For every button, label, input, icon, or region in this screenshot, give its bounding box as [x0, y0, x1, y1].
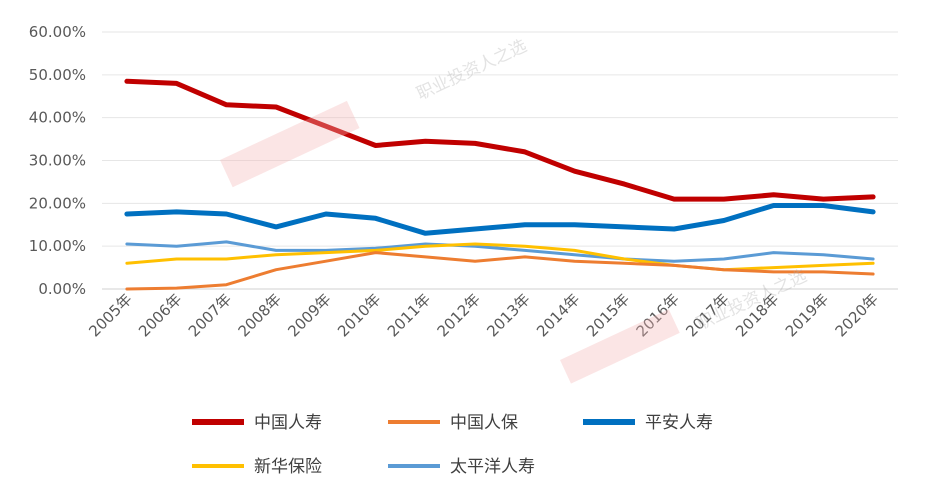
- series-line-0: [124, 78, 876, 202]
- legend-label: 中国人保: [450, 413, 518, 433]
- legend-label: 中国人寿: [254, 413, 322, 433]
- y-tick-label: 0.00%: [38, 280, 86, 298]
- watermark-badge-2: [560, 309, 680, 384]
- y-tick-label: 40.00%: [29, 109, 86, 127]
- y-tick-label: 20.00%: [29, 194, 86, 212]
- legend-label: 平安人寿: [645, 413, 713, 433]
- y-tick-label: 30.00%: [29, 152, 86, 170]
- y-tick-label: 10.00%: [29, 237, 86, 255]
- watermark-badge: [220, 100, 360, 188]
- series-line-1: [125, 251, 875, 291]
- y-tick-label: 50.00%: [29, 66, 86, 84]
- series-lines: [124, 78, 876, 291]
- legend-label: 太平洋人寿: [450, 457, 535, 477]
- y-tick-label: 60.00%: [29, 23, 86, 41]
- series-line-3: [125, 242, 875, 272]
- y-axis-ticks: 0.00% 10.00% 20.00% 30.00% 40.00% 50.00% 60.00…: [29, 23, 86, 298]
- legend-label: 新华保险: [254, 457, 322, 477]
- series-line-4: [125, 240, 875, 263]
- series-line-2: [124, 203, 876, 236]
